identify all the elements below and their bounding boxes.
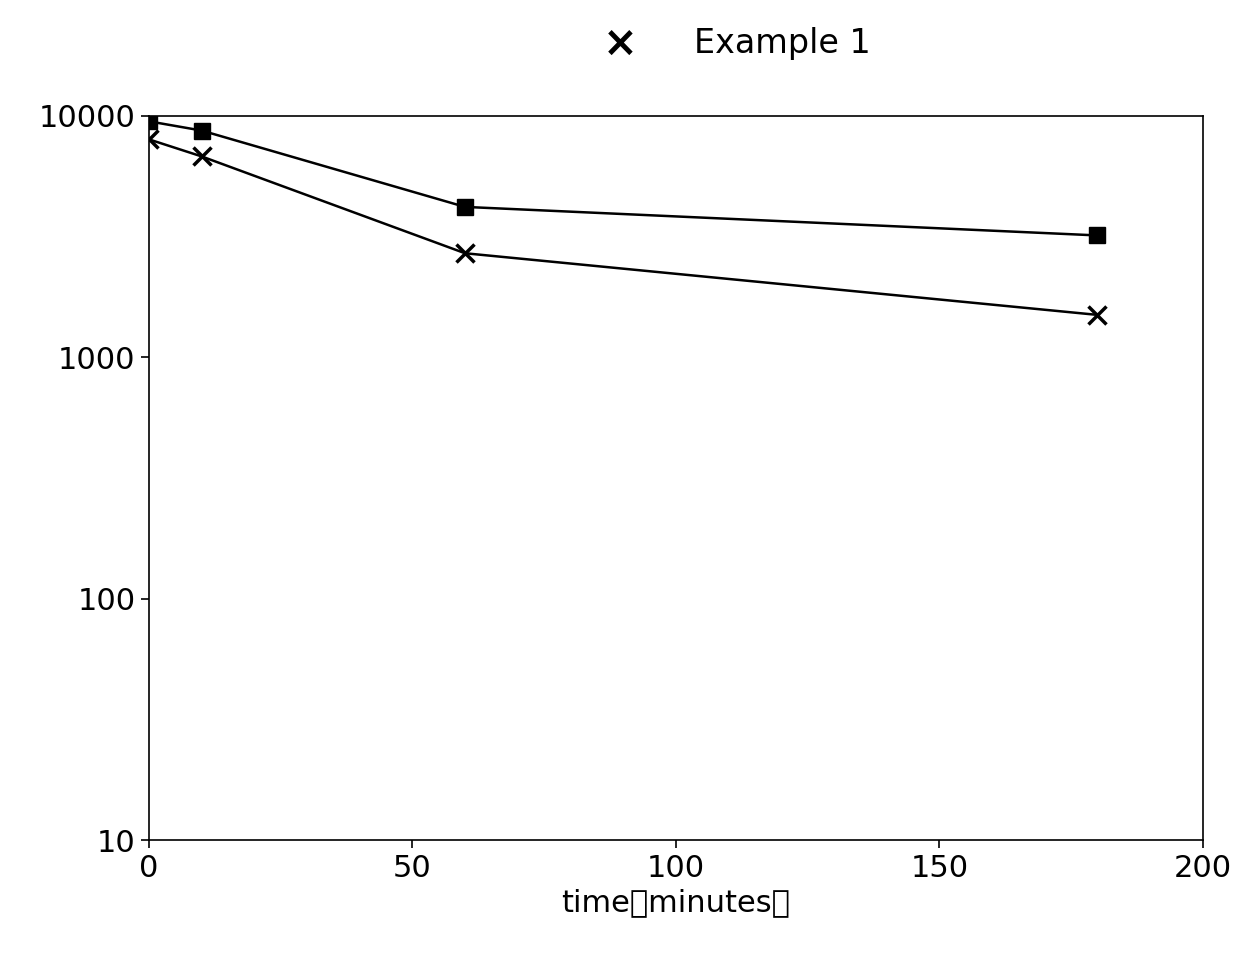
X-axis label: time（minutes）: time（minutes）	[562, 888, 790, 917]
Text: ×: ×	[603, 22, 637, 65]
Text: Example 1: Example 1	[694, 27, 872, 60]
